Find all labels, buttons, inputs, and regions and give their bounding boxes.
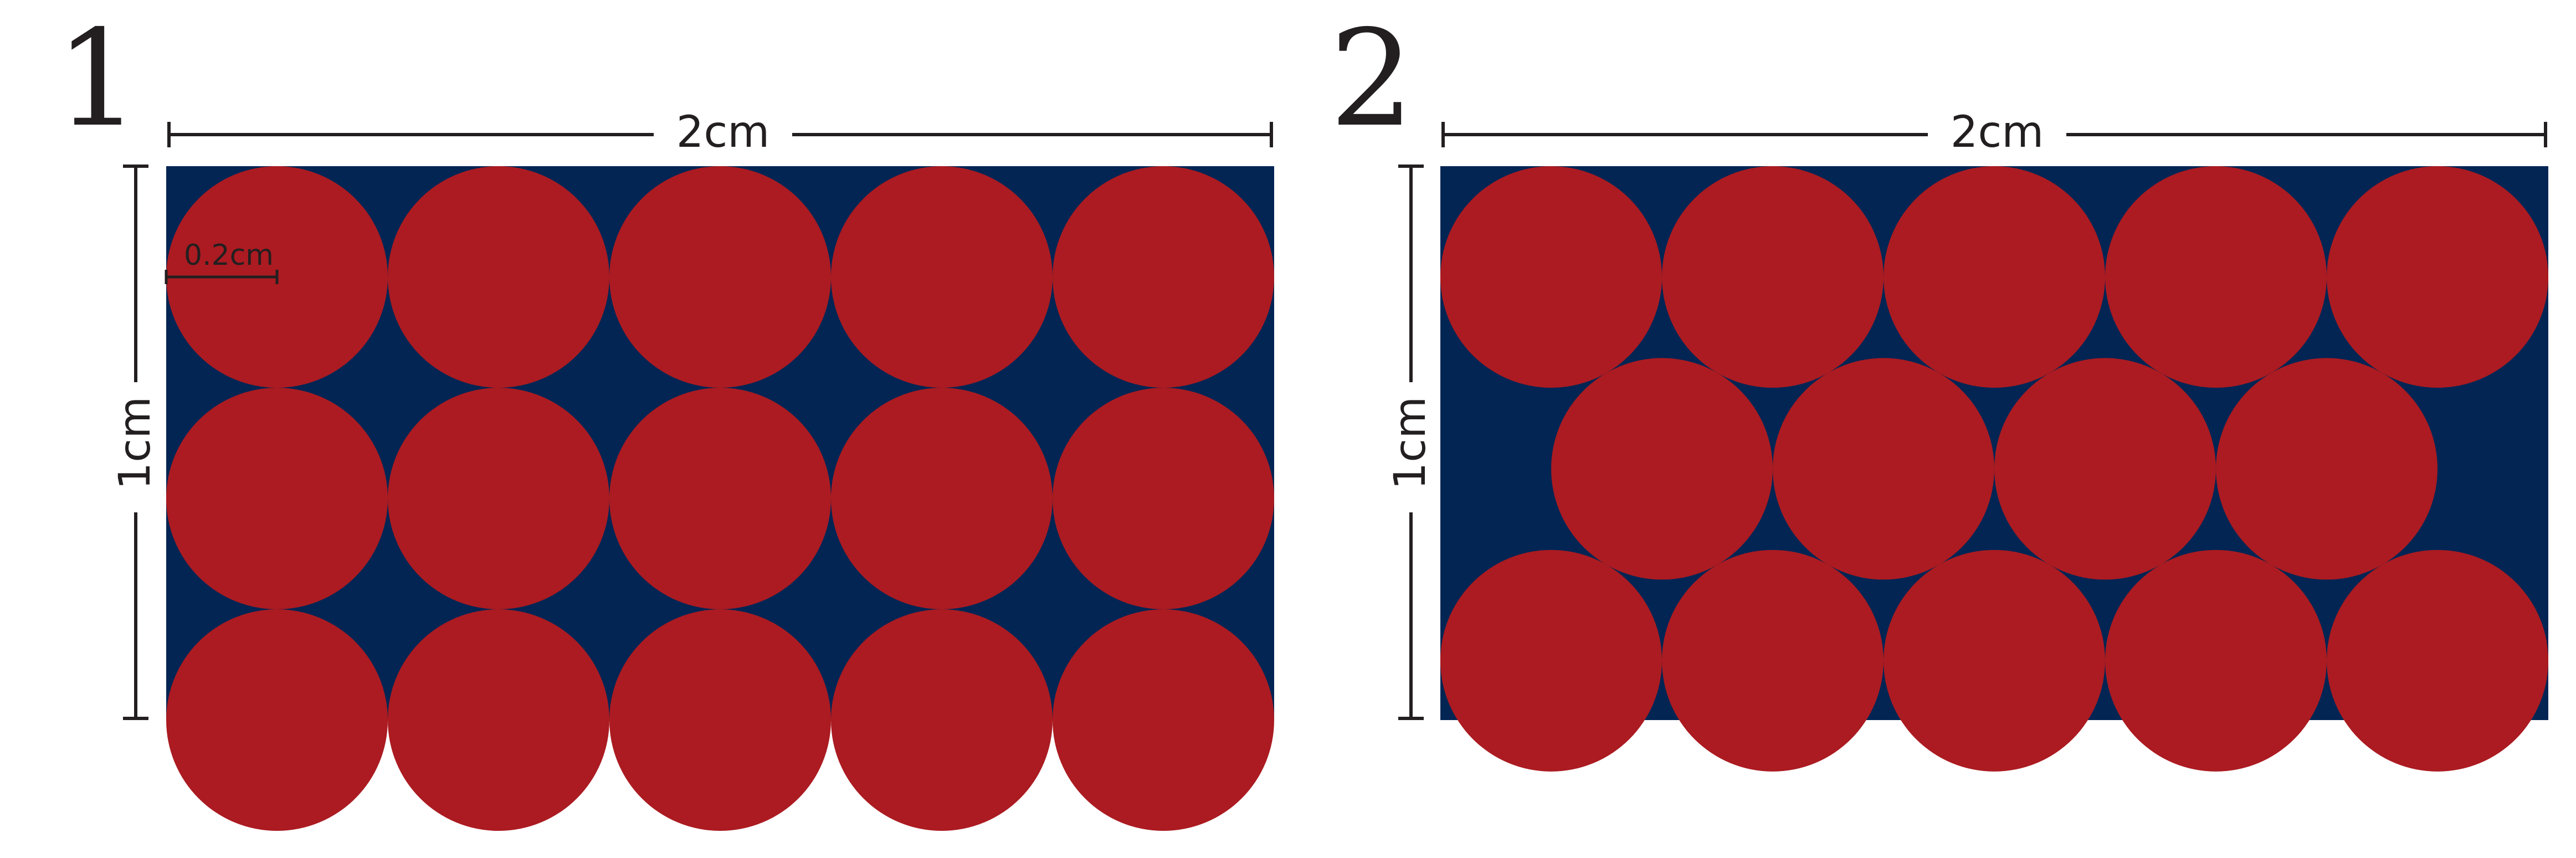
- circle: [1440, 166, 1662, 388]
- circle: [2327, 549, 2548, 772]
- circle: [388, 166, 609, 388]
- panel-2-circles: [1440, 166, 2548, 772]
- circle: [1662, 166, 1884, 388]
- panel-2-height-label: 1cm: [1386, 397, 1435, 490]
- circle: [831, 166, 1053, 388]
- panel-1-height-dimension: 1cm: [110, 165, 160, 720]
- circle: [1662, 549, 1884, 772]
- circle: [1053, 609, 1274, 831]
- circle: [1884, 549, 2105, 772]
- circle: [831, 388, 1053, 609]
- panel-2-height-dimension: 1cm: [1386, 165, 1435, 720]
- circle: [1053, 166, 1274, 388]
- circle: [1053, 388, 1274, 609]
- circle: [609, 388, 831, 609]
- circle: [1994, 358, 2216, 580]
- circle: [2105, 549, 2327, 772]
- panel-1-radius-dimension: 0.2cm: [165, 239, 279, 284]
- circle: [166, 388, 388, 609]
- circle: [831, 609, 1053, 831]
- panel-1: 2cm 1cm 1 0.2cm: [55, 1, 1274, 831]
- circle: [1440, 549, 1662, 772]
- circle: [609, 609, 831, 831]
- panel-1-height-label: 1cm: [110, 397, 160, 490]
- circle: [166, 609, 388, 831]
- panel-2-number: 2: [1330, 1, 1414, 156]
- panel-2-width-dimension: 2cm: [1441, 107, 2547, 157]
- panel-1-radius-label: 0.2cm: [184, 239, 274, 272]
- panel-1-width-label: 2cm: [676, 107, 770, 157]
- panel-1-width-dimension: 2cm: [167, 107, 1273, 157]
- circle: [2105, 166, 2327, 388]
- circle: [1773, 358, 1994, 580]
- panel-1-circles: [166, 166, 1274, 831]
- circle: [388, 609, 609, 831]
- circle: [1884, 166, 2105, 388]
- circle: [2216, 358, 2438, 580]
- panel-2: 2cm 1cm 2: [1330, 1, 2548, 772]
- circle: [2327, 166, 2548, 388]
- circle: [388, 388, 609, 609]
- panel-2-width-label: 2cm: [1951, 107, 2044, 157]
- circle: [1551, 358, 1773, 580]
- circle: [609, 166, 831, 388]
- panel-1-number: 1: [55, 1, 140, 156]
